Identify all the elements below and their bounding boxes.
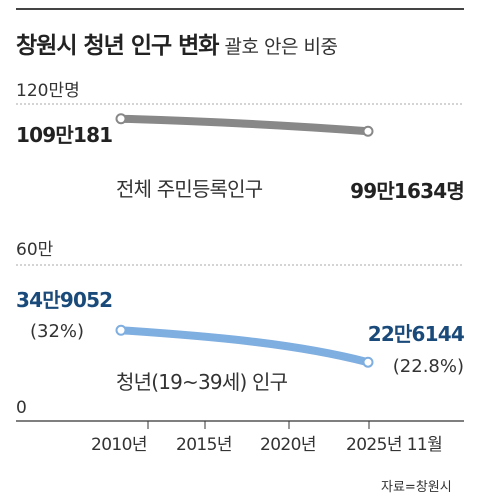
source-note: 자료=창원시 bbox=[381, 480, 452, 495]
share-label-youth-end: (22.8%) bbox=[393, 356, 464, 377]
series-line-total bbox=[117, 114, 372, 136]
chart-subtitle: 괄호 안은 비중 bbox=[224, 36, 338, 58]
chart-title: 창원시 청년 인구 변화 괄호 안은 비중 bbox=[16, 33, 338, 59]
data-label-total-start: 109만181 bbox=[16, 123, 112, 147]
axis-label-youth: 60만 bbox=[16, 240, 54, 260]
series-label-youth: 청년(19~39세) 인구 bbox=[116, 370, 288, 394]
x-tick-label-2025: 2025년 11월 bbox=[346, 435, 442, 455]
axis-label-total: 120만명 bbox=[16, 81, 80, 101]
data-label-youth-start: 34만9052 bbox=[16, 288, 112, 312]
x-tick-label-2020: 2020년 bbox=[260, 435, 316, 455]
data-label-total-end: 99만1634명 bbox=[350, 179, 464, 203]
x-tick-label-2010: 2010년 bbox=[91, 435, 147, 455]
series-line-youth bbox=[117, 326, 372, 367]
top-rule bbox=[16, 8, 464, 10]
point-youth-2010 bbox=[115, 324, 127, 336]
x-tick-label-2015: 2015년 bbox=[176, 435, 232, 455]
share-label-youth-start: (32%) bbox=[30, 321, 84, 342]
point-youth-2025 bbox=[362, 356, 374, 368]
data-label-youth-end: 22만6144 bbox=[368, 322, 464, 346]
series-label-total: 전체 주민등록인구 bbox=[116, 177, 263, 201]
axis-label-zero: 0 bbox=[16, 398, 27, 418]
point-total-2025 bbox=[362, 125, 374, 137]
point-total-2010 bbox=[115, 113, 127, 125]
